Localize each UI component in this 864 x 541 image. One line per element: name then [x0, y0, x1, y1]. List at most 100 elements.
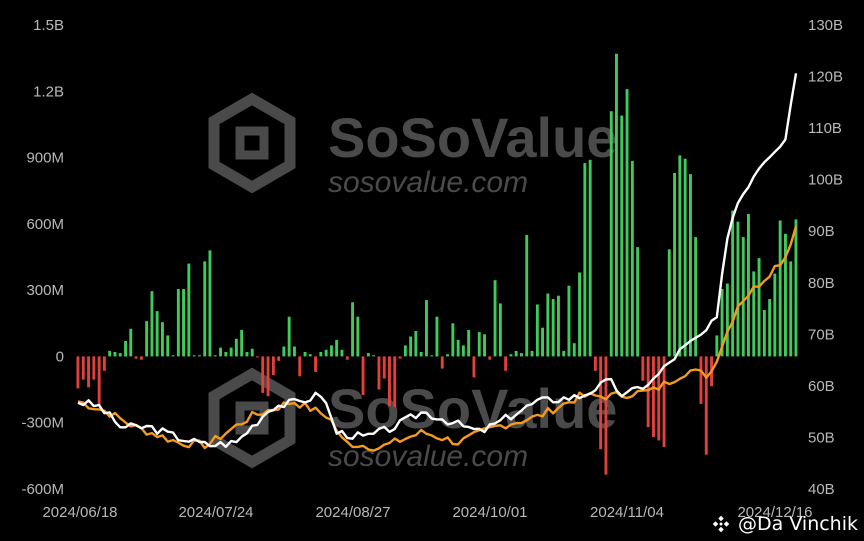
flow-bar	[256, 356, 259, 358]
flow-bar	[208, 250, 212, 357]
flow-bar	[673, 173, 676, 357]
flow-bar	[483, 334, 486, 357]
flow-bar	[377, 356, 381, 390]
flow-bar	[266, 356, 270, 397]
flow-bar	[461, 345, 465, 357]
flow-bar	[271, 356, 275, 376]
author-credit: @Da Vinchik	[710, 513, 858, 535]
flow-bar	[588, 159, 592, 357]
flow-bar	[794, 219, 798, 357]
flow-bar	[398, 356, 402, 359]
total-net-assets-line	[77, 73, 798, 448]
flow-bar	[678, 155, 682, 357]
flow-bar	[525, 234, 529, 357]
x-tick-label: 2024/12/16	[737, 504, 812, 521]
flow-bar	[118, 353, 122, 357]
flow-bar	[636, 247, 640, 357]
flow-bar	[314, 356, 317, 372]
watermark-bottom: SoSoValue sosovalue.com	[208, 367, 617, 473]
flow-bar	[572, 343, 576, 357]
series-lines	[77, 73, 798, 452]
flow-bar	[488, 356, 492, 360]
flow-bar	[308, 354, 312, 357]
flow-bar	[599, 356, 603, 450]
flow-bar	[234, 338, 238, 357]
flow-bar	[652, 356, 655, 437]
watermark-url: sosovalue.com	[328, 166, 528, 199]
flow-bar	[366, 353, 370, 357]
flow-bar	[330, 345, 333, 357]
flow-bar	[345, 356, 349, 360]
flow-bar	[229, 347, 233, 357]
flow-bar	[409, 336, 413, 357]
flow-bar	[335, 339, 339, 357]
flow-bar	[124, 341, 127, 357]
flow-bar	[509, 354, 513, 357]
flow-bar	[240, 329, 244, 357]
flow-bar	[689, 174, 692, 357]
flow-bar	[578, 272, 581, 357]
right-tick-label: 90B	[808, 223, 835, 240]
flow-bar	[356, 316, 360, 357]
flow-bar	[762, 310, 766, 357]
flow-bar	[620, 115, 624, 357]
flow-bar	[198, 355, 201, 357]
flow-bar	[630, 160, 634, 357]
flow-bar	[440, 356, 444, 369]
flow-bar	[641, 356, 645, 381]
flow-bar	[351, 302, 354, 357]
flow-bar	[277, 356, 281, 361]
flow-bar	[768, 299, 772, 357]
flow-bar	[155, 311, 159, 357]
flow-bar	[414, 331, 418, 357]
flow-bar	[87, 356, 90, 388]
left-tick-label: -600M	[21, 481, 64, 498]
flow-bar	[504, 356, 508, 371]
x-tick-label: 2024/10/01	[452, 504, 527, 521]
flow-bar	[219, 347, 222, 357]
flow-bar	[340, 349, 344, 357]
watermark-brand: SoSoValue	[328, 377, 617, 440]
flow-bar	[425, 300, 428, 357]
flow-bar	[773, 273, 777, 357]
flow-bar	[646, 356, 650, 428]
flow-bar	[76, 356, 80, 389]
flow-bar	[615, 53, 618, 357]
flow-bar	[129, 328, 133, 357]
flow-bar	[467, 329, 471, 357]
flow-bar	[382, 356, 386, 379]
watermark-top: SoSoValue sosovalue.com	[208, 92, 617, 199]
flow-bar	[171, 355, 175, 357]
flow-bar	[102, 356, 106, 371]
flow-bar	[293, 346, 296, 357]
x-tick-label: 2024/08/27	[315, 504, 390, 521]
right-tick-label: 130B	[808, 17, 843, 34]
flow-bar	[752, 271, 756, 357]
flow-bar	[535, 304, 539, 357]
flow-bar	[493, 280, 497, 357]
flow-bar	[287, 316, 291, 357]
flow-bar	[551, 299, 555, 357]
flow-bar	[435, 316, 439, 357]
flow-bar	[393, 356, 397, 408]
flow-bar	[166, 335, 170, 357]
flow-bar	[625, 89, 629, 357]
right-tick-label: 40B	[808, 481, 835, 498]
flow-bar	[134, 356, 138, 359]
flow-bar	[298, 356, 302, 377]
left-tick-label: 0	[56, 348, 64, 365]
flow-bar	[520, 353, 523, 357]
flow-bar	[662, 356, 666, 447]
flow-bar	[562, 350, 566, 357]
flow-bar	[699, 356, 703, 404]
flow-bar	[161, 322, 164, 357]
flow-bars	[76, 53, 798, 475]
right-tick-label: 80B	[808, 275, 835, 292]
flow-bar	[261, 356, 265, 393]
flow-bar	[319, 352, 323, 357]
flow-bar	[541, 327, 544, 357]
flow-bar	[372, 355, 376, 357]
flow-bar	[731, 210, 735, 357]
flow-bar	[150, 291, 154, 357]
